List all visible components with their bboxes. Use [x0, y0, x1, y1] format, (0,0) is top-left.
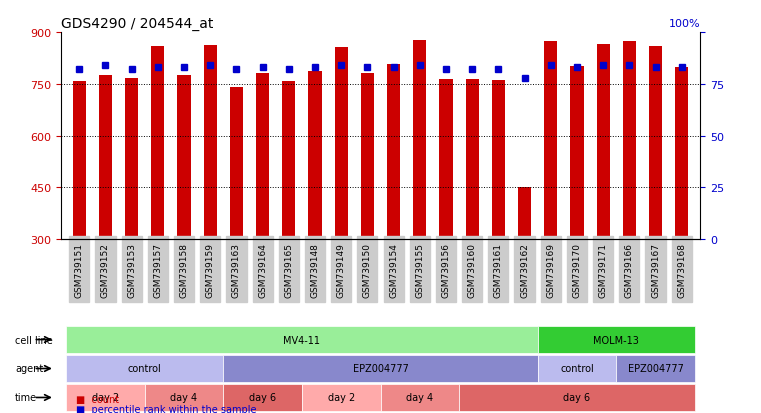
Bar [361, 74, 374, 240]
Text: control: control [128, 363, 161, 374]
Bar [622, 43, 636, 240]
Text: GDS4290 / 204544_at: GDS4290 / 204544_at [61, 17, 213, 31]
Bar [492, 81, 505, 240]
Text: day 6: day 6 [249, 392, 276, 403]
Bar [675, 67, 689, 240]
Bar [308, 72, 322, 240]
Bar [544, 42, 557, 240]
Bar [649, 47, 662, 240]
Bar [335, 48, 348, 240]
Bar [282, 82, 295, 240]
Text: EPZ004777: EPZ004777 [628, 363, 683, 374]
Bar [177, 75, 190, 240]
Text: day 6: day 6 [563, 392, 591, 403]
Bar [597, 45, 610, 240]
Bar [72, 82, 86, 240]
Bar [256, 74, 269, 240]
Bar [387, 65, 400, 240]
Bar [571, 67, 584, 240]
Bar [230, 88, 243, 240]
Text: day 4: day 4 [406, 392, 433, 403]
Bar [466, 80, 479, 240]
Text: 100%: 100% [668, 19, 700, 29]
Bar [518, 188, 531, 240]
Text: control: control [560, 363, 594, 374]
Text: EPZ004777: EPZ004777 [352, 363, 409, 374]
Text: day 2: day 2 [92, 392, 119, 403]
Text: time: time [15, 392, 37, 403]
Bar [439, 80, 453, 240]
Text: day 2: day 2 [327, 392, 355, 403]
Text: cell line: cell line [15, 335, 53, 345]
Bar [204, 46, 217, 240]
Text: day 4: day 4 [170, 392, 198, 403]
Text: MOLM-13: MOLM-13 [594, 335, 639, 345]
Text: agent: agent [15, 363, 43, 374]
Bar [99, 76, 112, 240]
Bar [151, 47, 164, 240]
Text: ■  percentile rank within the sample: ■ percentile rank within the sample [76, 404, 256, 413]
Bar [413, 40, 426, 240]
Text: MV4-11: MV4-11 [283, 335, 320, 345]
Bar [125, 79, 139, 240]
Text: ■  count: ■ count [76, 394, 119, 404]
